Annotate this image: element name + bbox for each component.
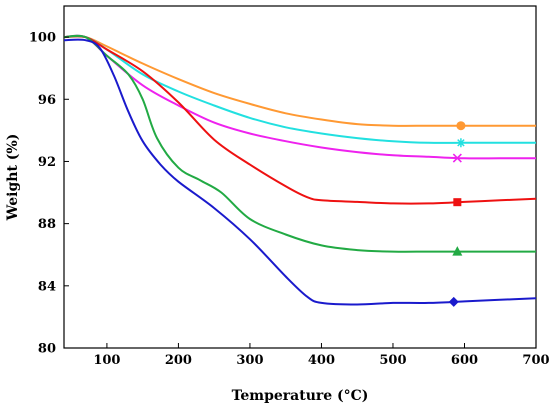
x-axis-label: Temperature (°C) — [232, 388, 369, 404]
x-tick-label: 200 — [165, 353, 192, 368]
y-axis-label: Weight (%) — [5, 134, 21, 222]
series-marker-5 — [452, 246, 463, 256]
x-tick-label: 600 — [451, 353, 478, 368]
y-tick-label: 84 — [38, 279, 56, 294]
series-marker-4 — [453, 198, 462, 207]
y-tick-label: 80 — [38, 342, 56, 357]
series-line-4 — [63, 35, 537, 205]
series-line-5 — [63, 34, 536, 253]
tick-layer: 100 200 300 400 500 600 700 80 84 88 92 96 100 — [29, 31, 550, 368]
plot-area — [63, 5, 537, 349]
series-marker-6 — [448, 296, 459, 307]
series-line-2 — [63, 35, 536, 144]
series-line-1 — [63, 35, 536, 127]
y-tick-label: 96 — [38, 93, 56, 108]
y-tick-label: 88 — [38, 217, 56, 232]
series-marker-2 — [456, 138, 466, 148]
series-line-6 — [63, 38, 537, 306]
x-tick-label: 100 — [93, 353, 120, 368]
x-tick-label: 700 — [522, 353, 549, 368]
x-tick-label: 500 — [379, 353, 406, 368]
series-marker-1 — [456, 121, 466, 131]
series-marker-3 — [452, 153, 462, 163]
x-tick-label: 400 — [308, 353, 335, 368]
y-tick-label: 100 — [29, 31, 56, 46]
x-tick-label: 300 — [236, 353, 263, 368]
series-layer — [63, 34, 537, 307]
y-tick-label: 92 — [38, 155, 56, 170]
